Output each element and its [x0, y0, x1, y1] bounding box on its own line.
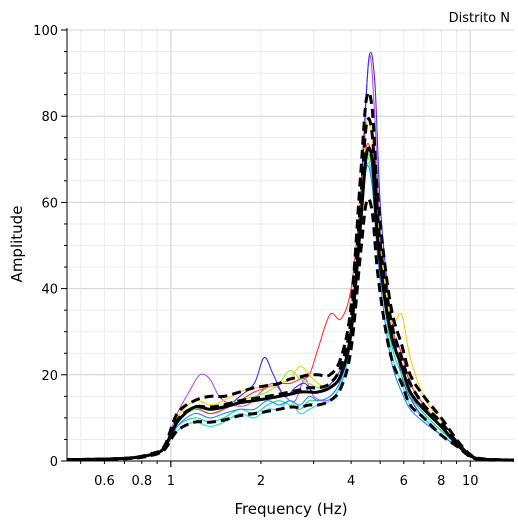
x-tick-label: 8	[437, 474, 445, 489]
x-tick-label: 6	[400, 474, 408, 489]
series-line-5	[66, 162, 515, 461]
series-line-1	[66, 51, 515, 461]
series-line-2	[66, 143, 515, 461]
x-tick-label: 0.6	[94, 474, 115, 489]
x-axis-title: Frequency (Hz)	[234, 500, 347, 518]
y-tick-label: 20	[41, 369, 58, 384]
tick-labels: 0 20 40 60 80 100 0.6 0.8 1 2 4 6 8 10	[33, 24, 478, 489]
series-line-9	[66, 91, 515, 462]
y-tick-label: 0	[50, 455, 58, 470]
axes	[61, 28, 514, 467]
chart-title: Distrito N	[449, 11, 510, 26]
series-line-11	[66, 197, 515, 462]
minor-grid	[67, 30, 514, 461]
series-layer	[66, 51, 515, 462]
series-line-8	[66, 146, 515, 462]
series-line-7	[66, 164, 515, 461]
x-tick-label: 2	[257, 474, 265, 489]
y-tick-label: 80	[41, 110, 58, 125]
x-tick-label: 4	[347, 474, 355, 489]
y-tick-label: 100	[33, 24, 58, 39]
series-line-6	[66, 153, 515, 461]
x-tick-label: 1	[167, 474, 175, 489]
x-tick-label: 10	[462, 474, 479, 489]
series-line-10	[66, 117, 515, 462]
x-tick-label: 0.8	[131, 474, 152, 489]
y-tick-label: 40	[41, 283, 58, 298]
y-axis-title: Amplitude	[8, 206, 26, 283]
series-line-3	[66, 117, 515, 461]
y-tick-label: 60	[41, 196, 58, 211]
